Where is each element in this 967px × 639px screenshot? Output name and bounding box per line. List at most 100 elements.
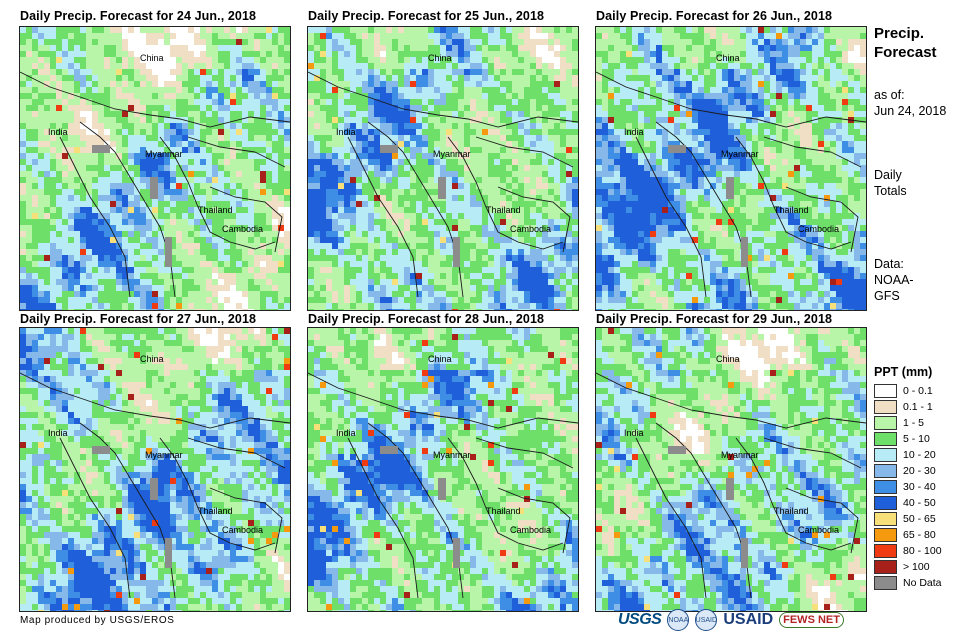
legend-item: 65 - 80	[874, 527, 942, 543]
legend-label: 0 - 0.1	[903, 385, 933, 397]
legend-swatch	[874, 448, 897, 462]
country-label-china: China	[140, 354, 164, 364]
legend-item: 20 - 30	[874, 463, 942, 479]
precip-field	[308, 328, 578, 611]
legend-swatch	[874, 432, 897, 446]
legend-swatch	[874, 480, 897, 494]
country-label-myanmar: Myanmar	[721, 149, 759, 159]
legend-swatch	[874, 416, 897, 430]
legend-swatch	[874, 544, 897, 558]
usgs-logo: USGS	[618, 611, 662, 628]
legend-label: No Data	[903, 577, 942, 589]
legend-label: 20 - 30	[903, 465, 936, 477]
country-label-china: China	[428, 354, 452, 364]
country-label-myanmar: Myanmar	[145, 149, 183, 159]
country-label-myanmar: Myanmar	[145, 450, 183, 460]
country-label-china: China	[428, 53, 452, 63]
country-label-china: China	[716, 53, 740, 63]
legend-label: 40 - 50	[903, 497, 936, 509]
legend-swatch	[874, 496, 897, 510]
country-label-thailand: Thailand	[198, 506, 233, 516]
legend-swatch	[874, 528, 897, 542]
country-label-myanmar: Myanmar	[433, 450, 471, 460]
country-label-cambodia: Cambodia	[510, 224, 552, 234]
precip-field	[596, 328, 866, 611]
legend-item: 10 - 20	[874, 447, 942, 463]
panel-title-4: Daily Precip. Forecast for 27 Jun., 2018	[20, 312, 257, 326]
legend-swatch	[874, 464, 897, 478]
usaid-logo: USAID	[723, 611, 774, 628]
country-label-china: China	[140, 53, 164, 63]
fews-net-logo: FEWS NET	[779, 612, 844, 628]
legend-label: > 100	[903, 561, 930, 573]
noaa-logo: NOAA	[667, 609, 690, 631]
legend-label: 1 - 5	[903, 417, 925, 429]
precip-field	[20, 27, 290, 310]
agency-logos: USGS NOAA USAID USAID FEWS NET	[618, 606, 844, 634]
country-label-thailand: Thailand	[774, 205, 809, 215]
legend-item: 40 - 50	[874, 495, 942, 511]
panel-title-6: Daily Precip. Forecast for 29 Jun., 2018	[596, 312, 833, 326]
panel-title-2: Daily Precip. Forecast for 25 Jun., 2018	[308, 9, 545, 23]
precip-field	[596, 27, 866, 310]
map-credit: Map produced by USGS/EROS	[20, 615, 175, 626]
forecast-map-29-jun: China India Myanmar Thailand Cambodia	[595, 327, 867, 612]
country-label-india: India	[48, 127, 68, 137]
country-label-myanmar: Myanmar	[721, 450, 759, 460]
forecast-map-26-jun: China India Myanmar Thailand Cambodia	[595, 26, 867, 311]
legend-label: 30 - 40	[903, 481, 936, 493]
legend-swatch	[874, 512, 897, 526]
panel-title-5: Daily Precip. Forecast for 28 Jun., 2018	[308, 312, 545, 326]
legend-label: 0.1 - 1	[903, 401, 933, 413]
country-label-cambodia: Cambodia	[798, 525, 840, 535]
side-title: Precip. Forecast	[874, 25, 937, 61]
country-label-china: China	[716, 354, 740, 364]
as-of-block: as of: Jun 24, 2018	[874, 88, 947, 118]
panel-title-1: Daily Precip. Forecast for 24 Jun., 2018	[20, 9, 257, 23]
legend-item: 30 - 40	[874, 479, 942, 495]
legend-label: 5 - 10	[903, 433, 930, 445]
legend-item: 80 - 100	[874, 543, 942, 559]
precip-field	[20, 328, 290, 611]
legend-item: 0.1 - 1	[874, 399, 942, 415]
legend-label: 65 - 80	[903, 529, 936, 541]
country-label-cambodia: Cambodia	[798, 224, 840, 234]
country-label-india: India	[624, 127, 644, 137]
panel-title-3: Daily Precip. Forecast for 26 Jun., 2018	[596, 9, 833, 23]
legend-item: 5 - 10	[874, 431, 942, 447]
legend-label: 50 - 65	[903, 513, 936, 525]
country-label-thailand: Thailand	[486, 506, 521, 516]
country-label-india: India	[336, 127, 356, 137]
usaid-seal-logo: USAID	[695, 609, 718, 631]
country-label-india: India	[624, 428, 644, 438]
legend-item: > 100	[874, 559, 942, 575]
legend-label: 10 - 20	[903, 449, 936, 461]
legend-swatch	[874, 560, 897, 574]
forecast-map-25-jun: China India Myanmar Thailand Cambodia	[307, 26, 579, 311]
country-label-myanmar: Myanmar	[433, 149, 471, 159]
legend-swatch	[874, 384, 897, 398]
country-label-thailand: Thailand	[198, 205, 233, 215]
daily-totals-label: Daily Totals	[874, 168, 907, 198]
legend-label: 80 - 100	[903, 545, 942, 557]
legend-item: 50 - 65	[874, 511, 942, 527]
country-label-india: India	[336, 428, 356, 438]
legend-title: PPT (mm)	[874, 365, 933, 379]
forecast-map-27-jun: China India Myanmar Thailand Cambodia	[19, 327, 291, 612]
legend-item: 1 - 5	[874, 415, 942, 431]
legend-swatch	[874, 400, 897, 414]
legend-swatch	[874, 576, 897, 590]
country-label-cambodia: Cambodia	[222, 224, 264, 234]
country-label-cambodia: Cambodia	[510, 525, 552, 535]
forecast-map-28-jun: China India Myanmar Thailand Cambodia	[307, 327, 579, 612]
data-source: Data: NOAA- GFS	[874, 257, 914, 303]
country-label-india: India	[48, 428, 68, 438]
forecast-map-24-jun: China India Myanmar Thailand Cambodia	[19, 26, 291, 311]
precip-legend: 0 - 0.1 0.1 - 1 1 - 5 5 - 10 10 - 20 20 - 30 3…	[874, 383, 942, 591]
country-label-thailand: Thailand	[774, 506, 809, 516]
country-label-cambodia: Cambodia	[222, 525, 264, 535]
precip-field	[308, 27, 578, 310]
country-label-thailand: Thailand	[486, 205, 521, 215]
legend-item: 0 - 0.1	[874, 383, 942, 399]
legend-item: No Data	[874, 575, 942, 591]
